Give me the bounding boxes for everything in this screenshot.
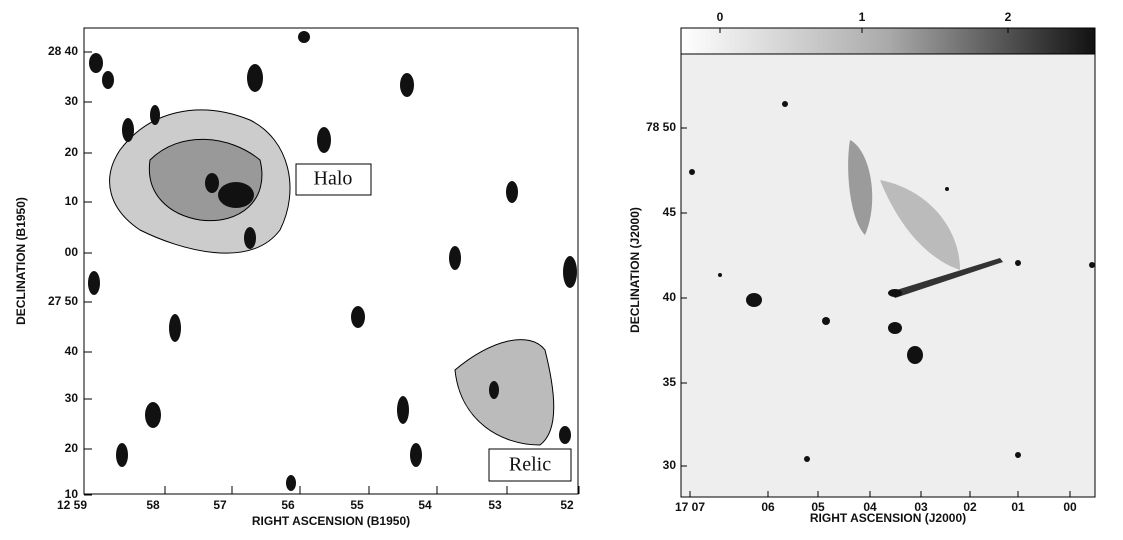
y-tick-label: 10 — [65, 487, 79, 501]
annotation: Relic — [509, 454, 551, 476]
x-axis-label: RIGHT ASCENSION (J2000) — [810, 511, 966, 525]
x-tick-label: 17 07 — [675, 500, 705, 514]
y-tick-label: 28 40 — [48, 44, 78, 58]
y-tick-label: 20 — [65, 441, 79, 455]
colorbar-tick-label: 0 — [717, 10, 724, 24]
x-tick-label: 53 — [488, 498, 502, 512]
colorbar-tick-label: 2 — [1005, 10, 1012, 24]
x-tick-label: 57 — [213, 498, 227, 512]
x-tick-label: 56 — [281, 498, 295, 512]
y-axis-label: DECLINATION (J2000) — [628, 207, 642, 333]
y-tick-label: 35 — [663, 375, 677, 389]
y-tick-label: 40 — [663, 290, 677, 304]
x-tick-label: 05 — [811, 500, 825, 514]
annotation: Halo — [314, 168, 353, 190]
x-tick-label: 58 — [146, 498, 160, 512]
x-tick-label: 00 — [1063, 500, 1077, 514]
y-tick-label: 30 — [663, 458, 677, 472]
x-tick-label: 01 — [1011, 500, 1025, 514]
x-tick-label: 06 — [761, 500, 775, 514]
y-tick-label: 10 — [65, 194, 79, 208]
x-tick-label: 54 — [418, 498, 432, 512]
y-tick-label: 30 — [65, 94, 79, 108]
y-tick-label: 40 — [65, 344, 79, 358]
left-image — [83, 27, 579, 495]
right-image — [680, 27, 1096, 498]
x-tick-label: 04 — [863, 500, 877, 514]
x-tick-label: 12 59 — [57, 498, 87, 512]
x-tick-label: 55 — [350, 498, 364, 512]
y-tick-label: 00 — [65, 245, 79, 259]
x-tick-label: 52 — [560, 498, 574, 512]
x-axis-label: RIGHT ASCENSION (B1950) — [252, 514, 410, 528]
y-tick-label: 78 50 — [646, 120, 676, 134]
x-tick-label: 03 — [914, 500, 928, 514]
colorbar-tick-label: 1 — [859, 10, 866, 24]
x-tick-label: 02 — [963, 500, 977, 514]
y-tick-label: 30 — [65, 391, 79, 405]
y-tick-label: 20 — [65, 145, 79, 159]
y-tick-label: 45 — [663, 205, 677, 219]
y-axis-label: DECLINATION (B1950) — [14, 197, 28, 325]
y-tick-label: 27 50 — [48, 294, 78, 308]
